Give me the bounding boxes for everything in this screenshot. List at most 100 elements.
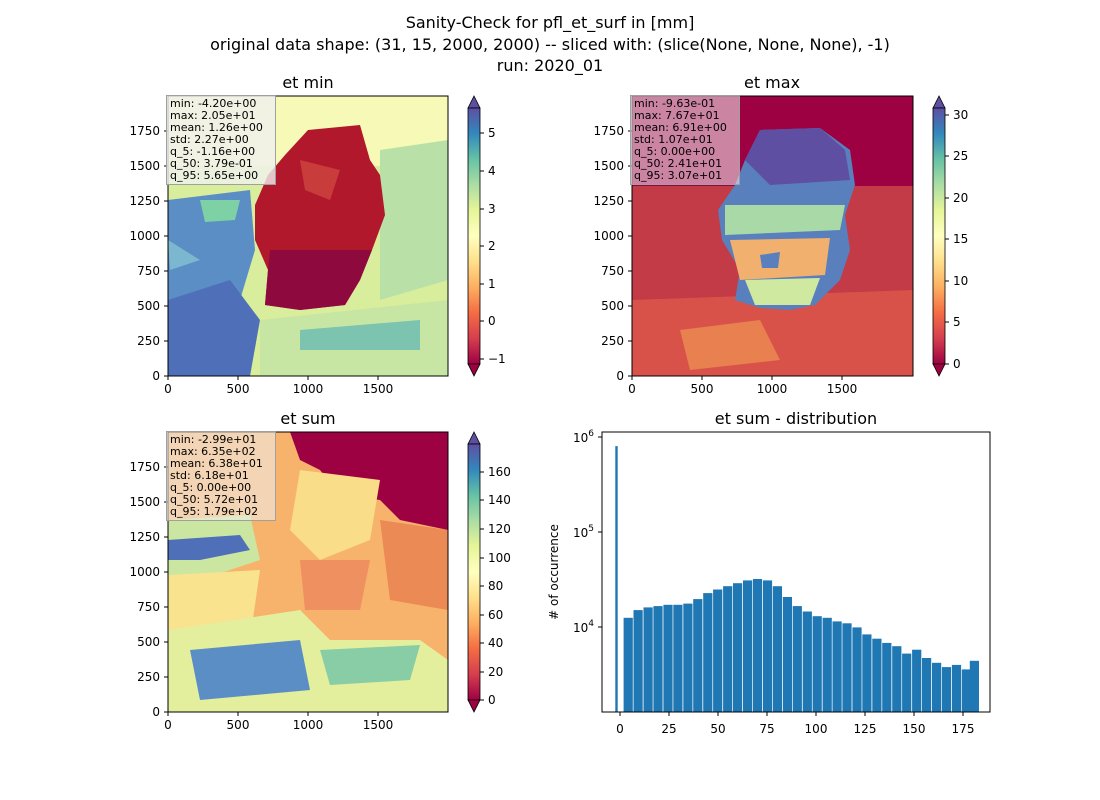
colorbar-tick-label: 20 xyxy=(488,665,503,679)
et-sum-colorbar: 160 140 120 100 80 60 40 20 0 xyxy=(467,431,511,713)
et-sum-yticks: 0 250 500 750 1000 1250 1500 1750 xyxy=(129,460,168,719)
colorbar-tick-label: 4 xyxy=(488,164,496,178)
stat-line: max: 6.35e+02 xyxy=(170,445,256,458)
stat-line: mean: 1.26e+00 xyxy=(170,121,263,134)
tick-label: 1500 xyxy=(827,382,858,396)
tick-label: 0 xyxy=(616,369,624,383)
colorbar-tick-label: 20 xyxy=(953,191,968,205)
tick-label: 1500 xyxy=(129,495,160,509)
histogram-bar xyxy=(653,606,663,712)
colorbar-tick-label: 3 xyxy=(488,202,496,216)
et-max-colorbar: 30 25 20 15 10 5 0 xyxy=(932,95,968,377)
figure-title-line3: run: 2020_01 xyxy=(496,56,604,75)
histogram-bar xyxy=(693,599,703,712)
stat-line: q_50: 5.72e+01 xyxy=(170,493,259,506)
colorbar-tick-label: 120 xyxy=(488,522,511,536)
colorbar-tick-label: −1 xyxy=(488,352,506,366)
et-min-colorbar: 5 4 3 2 1 0 −1 xyxy=(467,95,506,377)
tick-label: 1000 xyxy=(593,229,624,243)
stat-line: mean: 6.38e+01 xyxy=(170,457,263,470)
tick-label: 0 xyxy=(628,382,636,396)
stat-line: q_95: 5.65e+00 xyxy=(170,169,259,182)
histogram-bar xyxy=(802,611,812,712)
tick-label: 1250 xyxy=(593,194,624,208)
histogram-bar xyxy=(912,649,922,712)
histogram-bar xyxy=(713,589,723,712)
colorbar-tick-label: 5 xyxy=(953,315,961,329)
tick-label: 75 xyxy=(759,722,774,736)
tick-label: 500 xyxy=(227,382,250,396)
tick-label: 50 xyxy=(710,722,725,736)
colorbar-tick-label: 80 xyxy=(488,579,503,593)
colorbar-tick-label: 25 xyxy=(953,149,968,163)
stat-line: min: -2.99e+01 xyxy=(170,433,257,446)
histogram-bar xyxy=(623,617,633,712)
tick-label: 175 xyxy=(952,722,975,736)
tick-label: 0 xyxy=(152,369,160,383)
tick-label: 250 xyxy=(137,670,160,684)
et-sum-stats-box: min: -2.99e+01 max: 6.35e+02 mean: 6.38e… xyxy=(166,431,276,521)
tick-label: 1000 xyxy=(293,718,324,732)
histogram-bar xyxy=(951,664,962,712)
histogram-bar xyxy=(822,617,832,712)
stat-line: max: 7.67e+01 xyxy=(634,109,720,122)
stat-line: q_50: 3.79e-01 xyxy=(170,157,253,170)
tick-label: 250 xyxy=(601,334,624,348)
colorbar-tick-label: 60 xyxy=(488,608,503,622)
et-sum-xticks: 0 500 1000 1500 xyxy=(164,712,393,732)
et-sum-title: et sum xyxy=(280,409,335,428)
histogram-bar xyxy=(733,583,743,712)
tick-label: 104 xyxy=(573,619,594,635)
tick-label: 1500 xyxy=(129,159,160,173)
tick-label: 250 xyxy=(137,334,160,348)
histogram-bar xyxy=(792,606,802,712)
histogram-bar xyxy=(842,623,852,712)
colorbar-tick-label: 140 xyxy=(488,493,511,507)
tick-label: 1750 xyxy=(593,124,624,138)
tick-label: 750 xyxy=(137,264,160,278)
histogram-bar xyxy=(941,667,952,712)
tick-label: 1500 xyxy=(363,382,394,396)
stat-line: min: -9.63e-01 xyxy=(634,97,716,110)
histogram-bar xyxy=(762,580,773,712)
colorbar-tick-label: 40 xyxy=(488,636,503,650)
stat-line: std: 2.27e+00 xyxy=(170,133,249,146)
et-max-yticks: 0 250 500 750 1000 1250 1500 1750 xyxy=(593,124,632,383)
histogram-bar xyxy=(812,616,822,712)
histogram-bar xyxy=(663,604,673,712)
histogram-bar xyxy=(643,607,653,712)
colorbar-tick-label: 5 xyxy=(488,126,496,140)
histogram-bar xyxy=(752,579,763,712)
colorbar-tick-label: 1 xyxy=(488,277,496,291)
colorbar-tick-label: 100 xyxy=(488,551,511,565)
tick-label: 1500 xyxy=(593,159,624,173)
histogram-bar xyxy=(832,621,842,712)
histogram-bar xyxy=(633,610,643,712)
stat-line: q_50: 2.41e+01 xyxy=(634,157,723,170)
colorbar-tick-label: 15 xyxy=(953,232,968,246)
tick-label: 106 xyxy=(573,429,594,445)
colorbar-tick-label: 0 xyxy=(488,314,496,328)
stat-line: max: 2.05e+01 xyxy=(170,109,256,122)
histogram-bar xyxy=(782,597,792,712)
histogram-bar xyxy=(961,669,971,712)
tick-label: 0 xyxy=(164,382,172,396)
tick-label: 150 xyxy=(903,722,926,736)
tick-label: 1750 xyxy=(129,124,160,138)
tick-label: 500 xyxy=(227,718,250,732)
histogram-axes-frame xyxy=(601,431,991,713)
et-max-title: et max xyxy=(744,73,800,92)
tick-label: 500 xyxy=(601,299,624,313)
stat-line: q_5: 0.00e+00 xyxy=(634,145,716,158)
stat-line: q_5: -1.16e+00 xyxy=(170,145,256,158)
tick-label: 0 xyxy=(152,705,160,719)
histogram-bars xyxy=(615,446,979,712)
et-max-xticks: 0 500 1000 1500 xyxy=(628,376,857,396)
tick-label: 100 xyxy=(805,722,828,736)
stat-line: std: 1.07e+01 xyxy=(634,133,713,146)
stat-line: q_5: 0.00e+00 xyxy=(170,481,252,494)
stat-line: q_95: 1.79e+02 xyxy=(170,505,259,518)
histogram-bar xyxy=(673,604,683,712)
histogram-bar xyxy=(615,446,618,712)
